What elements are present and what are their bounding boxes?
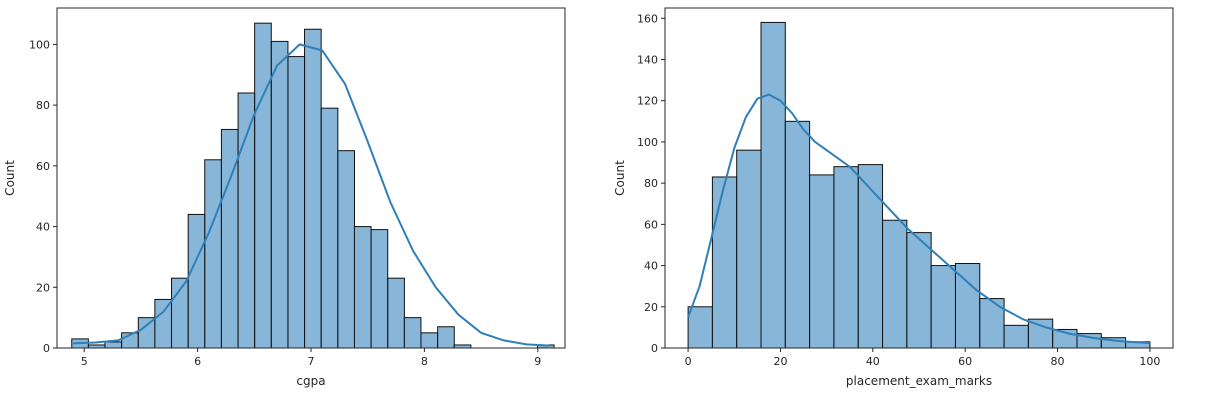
- cgpa-x-tick-label: 8: [421, 355, 428, 368]
- marks-axes-frame: [664, 7, 1174, 349]
- cgpa-bar: [387, 277, 405, 349]
- marks-y-tick-label: 20: [644, 301, 658, 314]
- cgpa-y-tick-label: 0: [43, 342, 50, 355]
- cgpa-bar: [254, 22, 272, 349]
- cgpa-y-axis-label: Count: [3, 160, 17, 196]
- cgpa-bar: [137, 317, 156, 349]
- cgpa-bar: [353, 226, 372, 349]
- marks-bar: [930, 265, 956, 349]
- marks-x-tick-label: 0: [685, 355, 692, 368]
- cgpa-bar: [403, 317, 422, 349]
- marks-x-tick-label: 20: [773, 355, 787, 368]
- cgpa-bar: [237, 92, 256, 349]
- cgpa-bar: [204, 159, 222, 349]
- cgpa-histogram-panel: 5 6 7 8 9 0 20 40 60 80 100 cgpa Count: [3, 7, 566, 388]
- marks-bar: [809, 174, 835, 349]
- bars: [71, 22, 555, 349]
- marks-bar: [711, 176, 738, 349]
- cgpa-y-tick-label: 100: [29, 38, 50, 51]
- marks-bar: [784, 120, 811, 349]
- cgpa-bar: [104, 341, 123, 349]
- marks-x-axis-label: placement_exam_marks: [846, 374, 992, 388]
- marks-x-tick-label: 60: [958, 355, 972, 368]
- marks-bar: [833, 166, 859, 349]
- cgpa-x-axis-label: cgpa: [296, 374, 325, 388]
- marks-y-axis-label: Count: [613, 160, 627, 196]
- cgpa-bar: [154, 298, 172, 349]
- marks-y-tick-label: 80: [644, 177, 658, 190]
- marks-bar: [687, 306, 713, 349]
- cgpa-bar: [187, 213, 206, 349]
- cgpa-kde-line: [72, 43, 550, 347]
- cgpa-bar: [270, 40, 289, 349]
- marks-x-tick-label: 100: [1139, 355, 1160, 368]
- marks-y-tick-label: 120: [637, 95, 658, 108]
- cgpa-bar: [370, 229, 389, 349]
- marks-y-tick-label: 100: [637, 136, 658, 149]
- cgpa-y-tick-label: 40: [36, 221, 50, 234]
- marks-y-tick-label: 140: [637, 54, 658, 67]
- marks-bar: [1003, 324, 1029, 349]
- cgpa-y-tick-label: 20: [36, 281, 50, 294]
- cgpa-bar: [304, 28, 322, 349]
- marks-kde-line: [687, 93, 1150, 345]
- cgpa-bar: [287, 56, 306, 349]
- marks-bar: [736, 149, 762, 349]
- marks-bar: [906, 232, 932, 349]
- marks-y-tick-label: 160: [637, 12, 658, 25]
- cgpa-x-tick-label: 9: [534, 355, 541, 368]
- marks-bar: [954, 263, 981, 349]
- marks-y-tick-label: 40: [644, 260, 658, 273]
- cgpa-bar: [337, 150, 356, 349]
- cgpa-y-tick-label: 80: [36, 99, 50, 112]
- marks-y-tick-label: 60: [644, 218, 658, 231]
- cgpa-bar: [320, 107, 339, 349]
- placement-exam-marks-histogram-panel: 0 20 40 60 80 100 0 20 40 60 80 100 120 140 160 placeme…: [613, 7, 1174, 388]
- cgpa-y-tick-label: 60: [36, 160, 50, 173]
- marks-y-tick-label: 0: [651, 342, 658, 355]
- cgpa-x-tick-label: 7: [308, 355, 315, 368]
- cgpa-bar: [420, 332, 439, 349]
- marks-bar: [857, 164, 884, 349]
- marks-x-tick-label: 80: [1051, 355, 1065, 368]
- cgpa-bar: [437, 326, 455, 349]
- marks-bar: [979, 298, 1005, 349]
- marks-x-tick-label: 40: [866, 355, 880, 368]
- cgpa-x-tick-label: 5: [81, 355, 88, 368]
- marks-bar: [882, 219, 908, 349]
- bars: [687, 21, 1151, 349]
- cgpa-x-tick-label: 6: [194, 355, 201, 368]
- marks-bar: [760, 21, 786, 349]
